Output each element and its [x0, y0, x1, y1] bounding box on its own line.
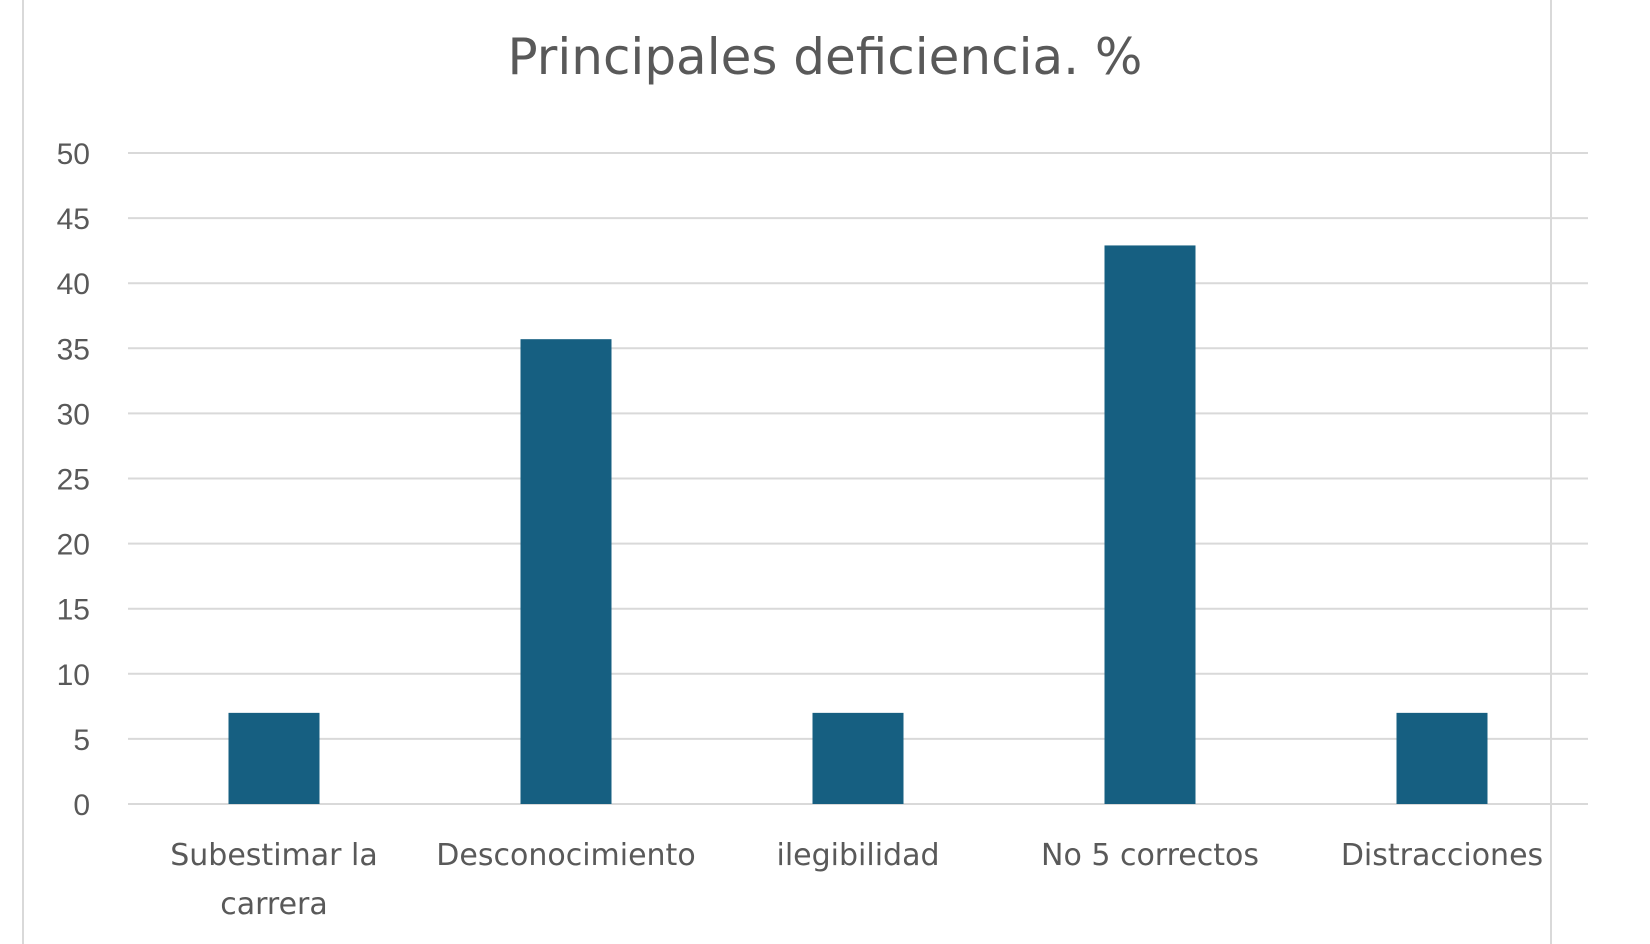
chart-title: Principales deficiencia. % — [507, 28, 1143, 86]
bar — [812, 712, 904, 804]
bars — [228, 245, 1488, 804]
bar — [1396, 712, 1488, 804]
x-category-label: No 5 correctos — [1041, 838, 1259, 873]
x-category-label: Subestimar la — [170, 838, 377, 873]
y-tick-label: 15 — [57, 594, 90, 627]
x-category-label: Distracciones — [1341, 838, 1543, 873]
y-tick-label: 25 — [57, 464, 90, 497]
y-axis-ticks: 0 5 10 15 20 25 30 35 40 45 50 — [57, 138, 90, 822]
bar — [228, 712, 320, 804]
bar — [520, 339, 612, 804]
y-tick-label: 10 — [57, 659, 90, 692]
x-category-label: Desconocimiento — [436, 838, 695, 873]
y-tick-label: 40 — [57, 268, 90, 301]
y-tick-label: 45 — [57, 203, 90, 236]
y-tick-label: 5 — [73, 724, 90, 757]
y-tick-label: 0 — [73, 789, 90, 822]
x-category-label: carrera — [220, 887, 328, 922]
chart-frame — [22, 0, 1552, 944]
y-tick-label: 30 — [57, 398, 90, 431]
gridlines — [128, 152, 1588, 805]
x-axis-categories: Subestimar la carrera Desconocimiento ilegi… — [170, 838, 1543, 922]
y-tick-label: 20 — [57, 529, 90, 562]
y-tick-label: 50 — [57, 138, 90, 171]
bar — [1104, 245, 1196, 804]
x-category-label: ilegibilidad — [776, 838, 939, 873]
y-tick-label: 35 — [57, 333, 90, 366]
